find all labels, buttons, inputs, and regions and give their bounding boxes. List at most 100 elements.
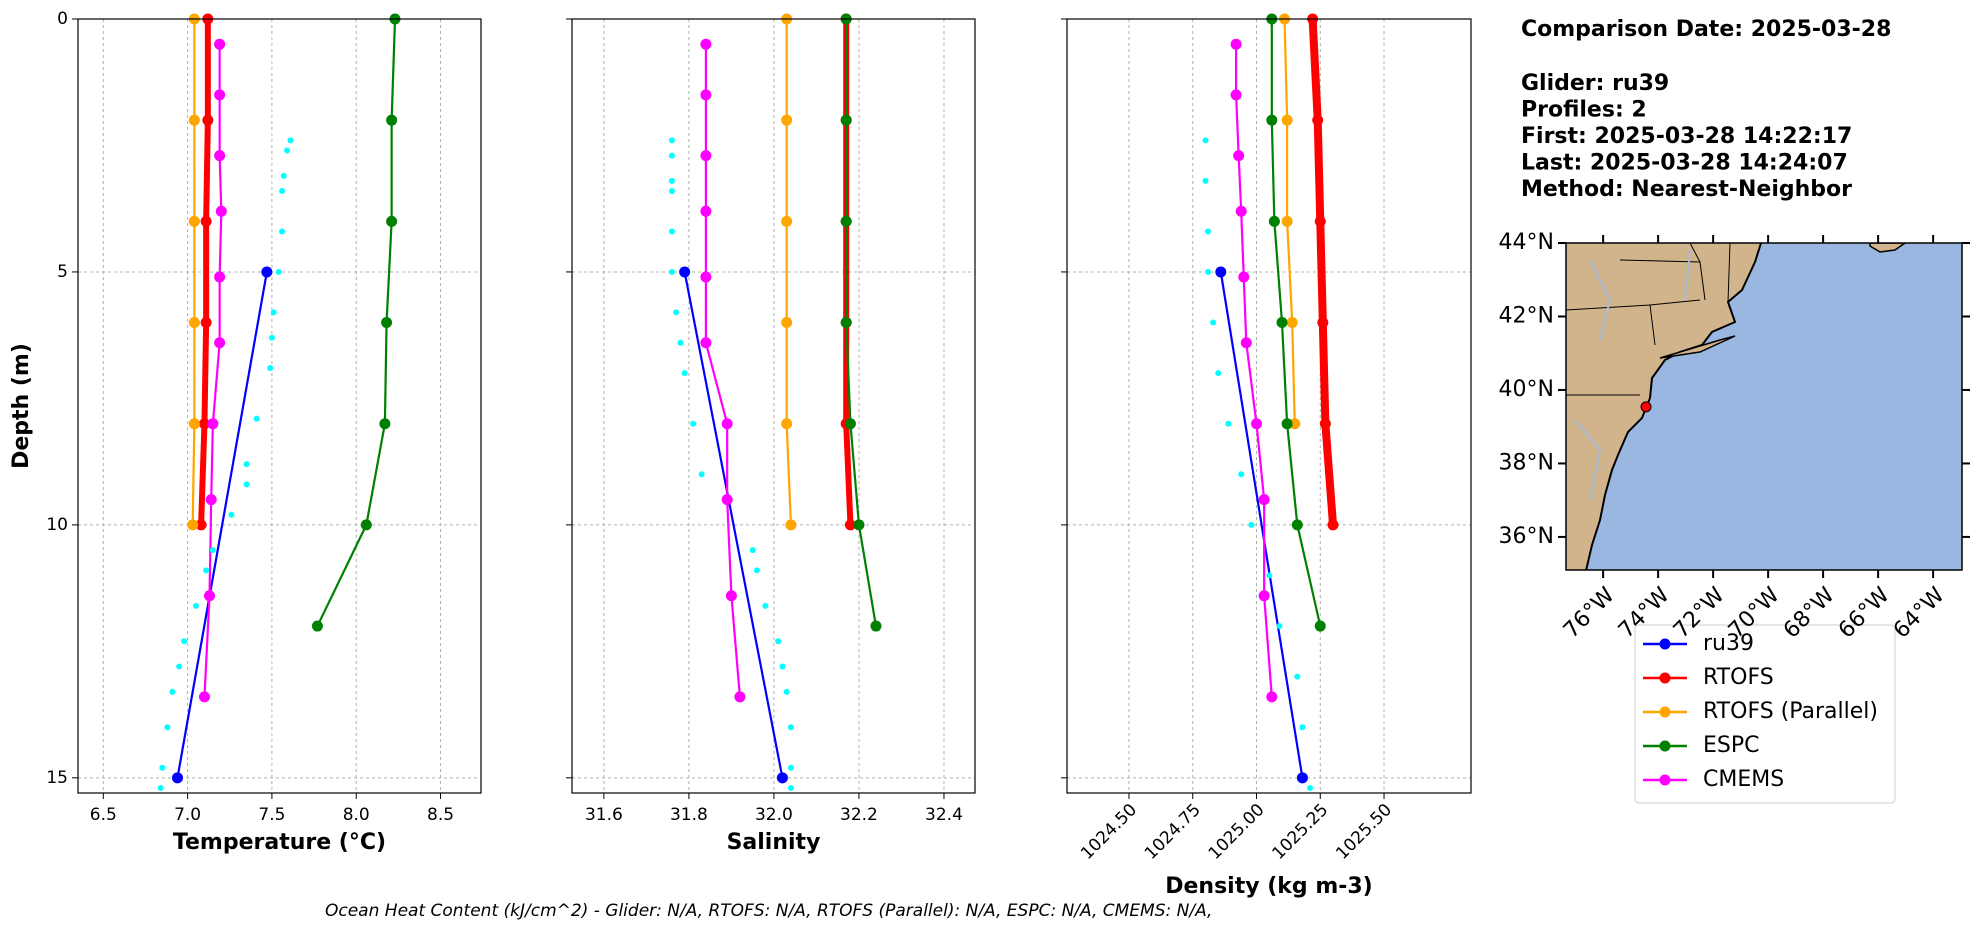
- series-line: [198, 19, 211, 525]
- x-tick-label: 8.0: [343, 805, 370, 825]
- data-dot: [787, 764, 794, 771]
- marker: [1319, 418, 1331, 430]
- data-dot: [668, 137, 675, 144]
- series-line: [1308, 18, 1338, 526]
- data-dot: [673, 309, 680, 316]
- marker: [1238, 271, 1250, 283]
- marker: [214, 89, 226, 101]
- marker: [700, 89, 712, 101]
- data-dot: [253, 415, 260, 422]
- data-dot: [157, 784, 164, 791]
- data-dot: [1248, 521, 1255, 528]
- legend-label: CMEMS: [1703, 767, 1784, 792]
- series-line: [1219, 271, 1304, 778]
- data-dot: [284, 147, 291, 154]
- marker: [870, 620, 882, 632]
- data-dot: [268, 334, 275, 341]
- marker: [776, 772, 788, 784]
- axes-frame: [1066, 18, 1472, 794]
- x-axis-label: Density (kg m-3): [1165, 874, 1373, 899]
- data-dot: [1225, 420, 1232, 427]
- marker: [781, 114, 793, 126]
- marker: [840, 215, 852, 227]
- data-dot: [176, 663, 183, 670]
- marker: [1291, 519, 1303, 531]
- data-dot: [1202, 177, 1209, 184]
- marker: [785, 519, 797, 531]
- marker: [360, 519, 372, 531]
- marker: [1230, 38, 1242, 50]
- marker: [207, 418, 219, 430]
- data-dot: [668, 177, 675, 184]
- x-tick-label: 8.5: [427, 805, 454, 825]
- info-title: Comparison Date: 2025-03-28: [1521, 17, 1891, 42]
- series-line: [191, 19, 196, 525]
- legend-label: RTOFS: [1703, 665, 1774, 690]
- data-dot: [228, 511, 235, 518]
- x-tick-label: 76°W: [1559, 583, 1620, 644]
- x-tick-label: 1024.50: [1077, 800, 1141, 864]
- marker: [844, 519, 856, 531]
- marker: [381, 317, 393, 329]
- axes-frame: [571, 18, 976, 794]
- marker: [386, 215, 398, 227]
- data-dot: [1276, 623, 1283, 630]
- x-tick-label: 1025.00: [1205, 800, 1269, 864]
- data-dot: [267, 365, 274, 372]
- marker: [261, 266, 273, 278]
- data-dot: [668, 188, 675, 194]
- series-line: [1235, 44, 1273, 697]
- marker: [171, 772, 183, 784]
- legend-label: ESPC: [1703, 733, 1760, 758]
- marker: [1281, 418, 1293, 430]
- marker: [379, 418, 391, 430]
- x-tick-label: 7.5: [258, 805, 285, 825]
- marker: [188, 418, 200, 430]
- marker: [1266, 114, 1278, 126]
- marker: [188, 317, 200, 329]
- y-tick-label: 36°N: [1499, 524, 1554, 549]
- data-dot: [1299, 724, 1306, 731]
- marker: [195, 519, 207, 531]
- marker: [198, 691, 210, 703]
- marker: [1258, 590, 1270, 602]
- data-dot: [275, 268, 282, 275]
- data-dot: [181, 638, 188, 645]
- x-tick-label: 31.6: [585, 805, 623, 825]
- marker: [721, 494, 733, 506]
- marker: [1314, 620, 1326, 632]
- marker: [700, 205, 712, 217]
- marker: [202, 114, 214, 126]
- footer: Ocean Heat Content (kJ/cm^2) - Glider: N…: [325, 901, 1212, 921]
- marker: [200, 317, 212, 329]
- y-tick-label: 10: [46, 515, 68, 535]
- info-line: Glider: ru39: [1521, 71, 1669, 96]
- marker: [700, 271, 712, 283]
- marker: [1276, 317, 1288, 329]
- data-dot: [749, 547, 756, 554]
- land: [1566, 243, 1763, 570]
- marker: [1233, 150, 1245, 162]
- marker: [1296, 772, 1308, 784]
- marker: [214, 38, 226, 50]
- marker: [311, 620, 323, 632]
- info-line: Method: Nearest-Neighbor: [1521, 177, 1852, 202]
- data-dot: [1205, 268, 1212, 275]
- data-dot: [775, 638, 782, 645]
- y-tick-label: 38°N: [1499, 450, 1554, 475]
- marker: [1215, 266, 1227, 278]
- y-tick-label: 42°N: [1499, 303, 1554, 328]
- x-axis-label: Salinity: [727, 830, 821, 855]
- legend-marker: [1659, 774, 1671, 786]
- marker: [781, 418, 793, 430]
- series-line: [203, 44, 223, 697]
- marker: [1230, 89, 1242, 101]
- data-dot: [1210, 319, 1217, 326]
- data-dot: [169, 688, 176, 695]
- marker: [205, 494, 217, 506]
- data-dot: [279, 228, 286, 235]
- marker: [734, 691, 746, 703]
- data-dot: [753, 567, 760, 574]
- data-dot: [1307, 784, 1314, 791]
